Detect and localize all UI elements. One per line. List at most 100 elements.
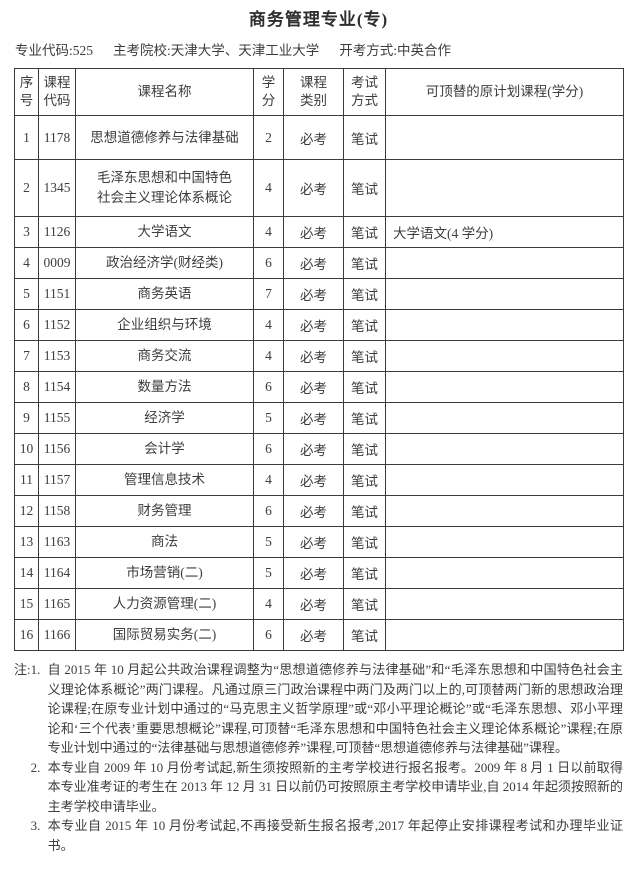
major-code: 专业代码:525 [15,43,94,58]
cell-replacement [385,433,624,465]
cell-course-name: 企业组织与环境 [75,309,254,341]
table-header-row: 序 号 课程 代码 课程名称 学 分 课程 类别 考试 方式 可顶替的原计划课程… [14,68,624,116]
host-universities: 主考院校:天津大学、天津工业大学 [113,43,320,58]
cell-exam-method: 笔试 [343,526,386,558]
cell-replacement [385,309,624,341]
cell-category: 必考 [283,247,344,279]
cell-exam-method: 笔试 [343,216,386,248]
cell-course-code: 1126 [38,216,76,248]
cell-credits: 6 [253,371,284,403]
note-number: 3. [30,818,41,833]
cell-credits: 4 [253,159,284,217]
notes-section: 注: 1. 自 2015 年 10 月起公共政治课程调整为“思想道德修养与法律基… [14,660,623,855]
cell-seq: 10 [14,433,39,465]
cell-seq: 9 [14,402,39,434]
note-item-1: 1. 自 2015 年 10 月起公共政治课程调整为“思想道德修养与法律基础”和… [31,660,623,758]
cell-replacement [385,115,624,160]
cell-credits: 4 [253,340,284,372]
table-row: 12 1158 财务管理 6 必考 笔试 [14,495,624,527]
table-row: 4 0009 政治经济学(财经类) 6 必考 笔试 [14,247,624,279]
cell-category: 必考 [283,588,344,620]
cell-exam-method: 笔试 [343,340,386,372]
cell-category: 必考 [283,557,344,589]
cell-category: 必考 [283,495,344,527]
table-row: 5 1151 商务英语 7 必考 笔试 [14,278,624,310]
cell-category: 必考 [283,216,344,248]
note-item-3: 3. 本专业自 2015 年 10 月份考试起,不再接受新生报名报考,2017 … [31,816,623,855]
note-text: 本专业自 2009 年 10 月份考试起,新生须按照新的主考学校进行报名报考。2… [47,759,623,814]
col-header-seq: 序 号 [14,68,39,116]
cell-replacement [385,371,624,403]
cell-credits: 5 [253,526,284,558]
cell-category: 必考 [283,340,344,372]
table-row: 2 1345 毛泽东思想和中国特色 社会主义理论体系概论 4 必考 笔试 [14,159,624,217]
cell-seq: 3 [14,216,39,248]
cell-exam-method: 笔试 [343,371,386,403]
cell-course-code: 1166 [38,619,76,651]
cell-seq: 13 [14,526,39,558]
cell-course-code: 1158 [38,495,76,527]
cell-category: 必考 [283,433,344,465]
cell-seq: 11 [14,464,39,496]
table-row: 10 1156 会计学 6 必考 笔试 [14,433,624,465]
cell-seq: 1 [14,115,39,160]
col-header-credits: 学 分 [253,68,284,116]
cell-exam-method: 笔试 [343,495,386,527]
cell-course-name: 国际贸易实务(二) [75,619,254,651]
cell-seq: 16 [14,619,39,651]
cell-seq: 2 [14,159,39,217]
cell-course-name: 商务交流 [75,340,254,372]
cell-exam-method: 笔试 [343,115,386,160]
table-row: 11 1157 管理信息技术 4 必考 笔试 [14,464,624,496]
cell-category: 必考 [283,619,344,651]
cell-replacement [385,495,624,527]
cell-credits: 4 [253,464,284,496]
cell-course-name: 思想道德修养与法律基础 [75,115,254,160]
note-item-2: 2. 本专业自 2009 年 10 月份考试起,新生须按照新的主考学校进行报名报… [31,758,623,817]
cell-category: 必考 [283,115,344,160]
cell-seq: 4 [14,247,39,279]
cell-category: 必考 [283,371,344,403]
cell-exam-method: 笔试 [343,588,386,620]
cell-replacement [385,278,624,310]
course-table: 序 号 课程 代码 课程名称 学 分 课程 类别 考试 方式 可顶替的原计划课程… [14,68,624,651]
cell-exam-method: 笔试 [343,309,386,341]
cell-course-code: 0009 [38,247,76,279]
cell-seq: 14 [14,557,39,589]
cell-replacement [385,402,624,434]
cell-course-name: 政治经济学(财经类) [75,247,254,279]
cell-exam-method: 笔试 [343,278,386,310]
cell-category: 必考 [283,309,344,341]
cell-credits: 4 [253,588,284,620]
table-row: 1 1178 思想道德修养与法律基础 2 必考 笔试 [14,115,624,160]
cell-course-name: 管理信息技术 [75,464,254,496]
cell-course-name: 经济学 [75,402,254,434]
table-row: 16 1166 国际贸易实务(二) 6 必考 笔试 [14,619,624,651]
cell-course-code: 1163 [38,526,76,558]
note-items: 1. 自 2015 年 10 月起公共政治课程调整为“思想道德修养与法律基础”和… [31,660,623,855]
cell-exam-method: 笔试 [343,464,386,496]
cell-replacement: 大学语文(4 学分) [385,216,624,248]
cell-exam-method: 笔试 [343,247,386,279]
cell-credits: 2 [253,115,284,160]
table-row: 13 1163 商法 5 必考 笔试 [14,526,624,558]
table-row: 6 1152 企业组织与环境 4 必考 笔试 [14,309,624,341]
table-row: 3 1126 大学语文 4 必考 笔试 大学语文(4 学分) [14,216,624,248]
exam-mode: 开考方式:中英合作 [339,43,452,58]
cell-category: 必考 [283,278,344,310]
cell-seq: 7 [14,340,39,372]
cell-credits: 5 [253,402,284,434]
cell-replacement [385,588,624,620]
cell-credits: 5 [253,557,284,589]
cell-course-name: 财务管理 [75,495,254,527]
note-number: 2. [30,759,41,775]
cell-course-name: 毛泽东思想和中国特色 社会主义理论体系概论 [75,159,254,217]
cell-credits: 6 [253,495,284,527]
cell-course-name: 商务英语 [75,278,254,310]
cell-category: 必考 [283,159,344,217]
note-text: 本专业自 2015 年 10 月份考试起,不再接受新生报名报考,2017 年起停… [47,818,623,853]
cell-exam-method: 笔试 [343,402,386,434]
cell-replacement [385,159,624,217]
table-row: 8 1154 数量方法 6 必考 笔试 [14,371,624,403]
